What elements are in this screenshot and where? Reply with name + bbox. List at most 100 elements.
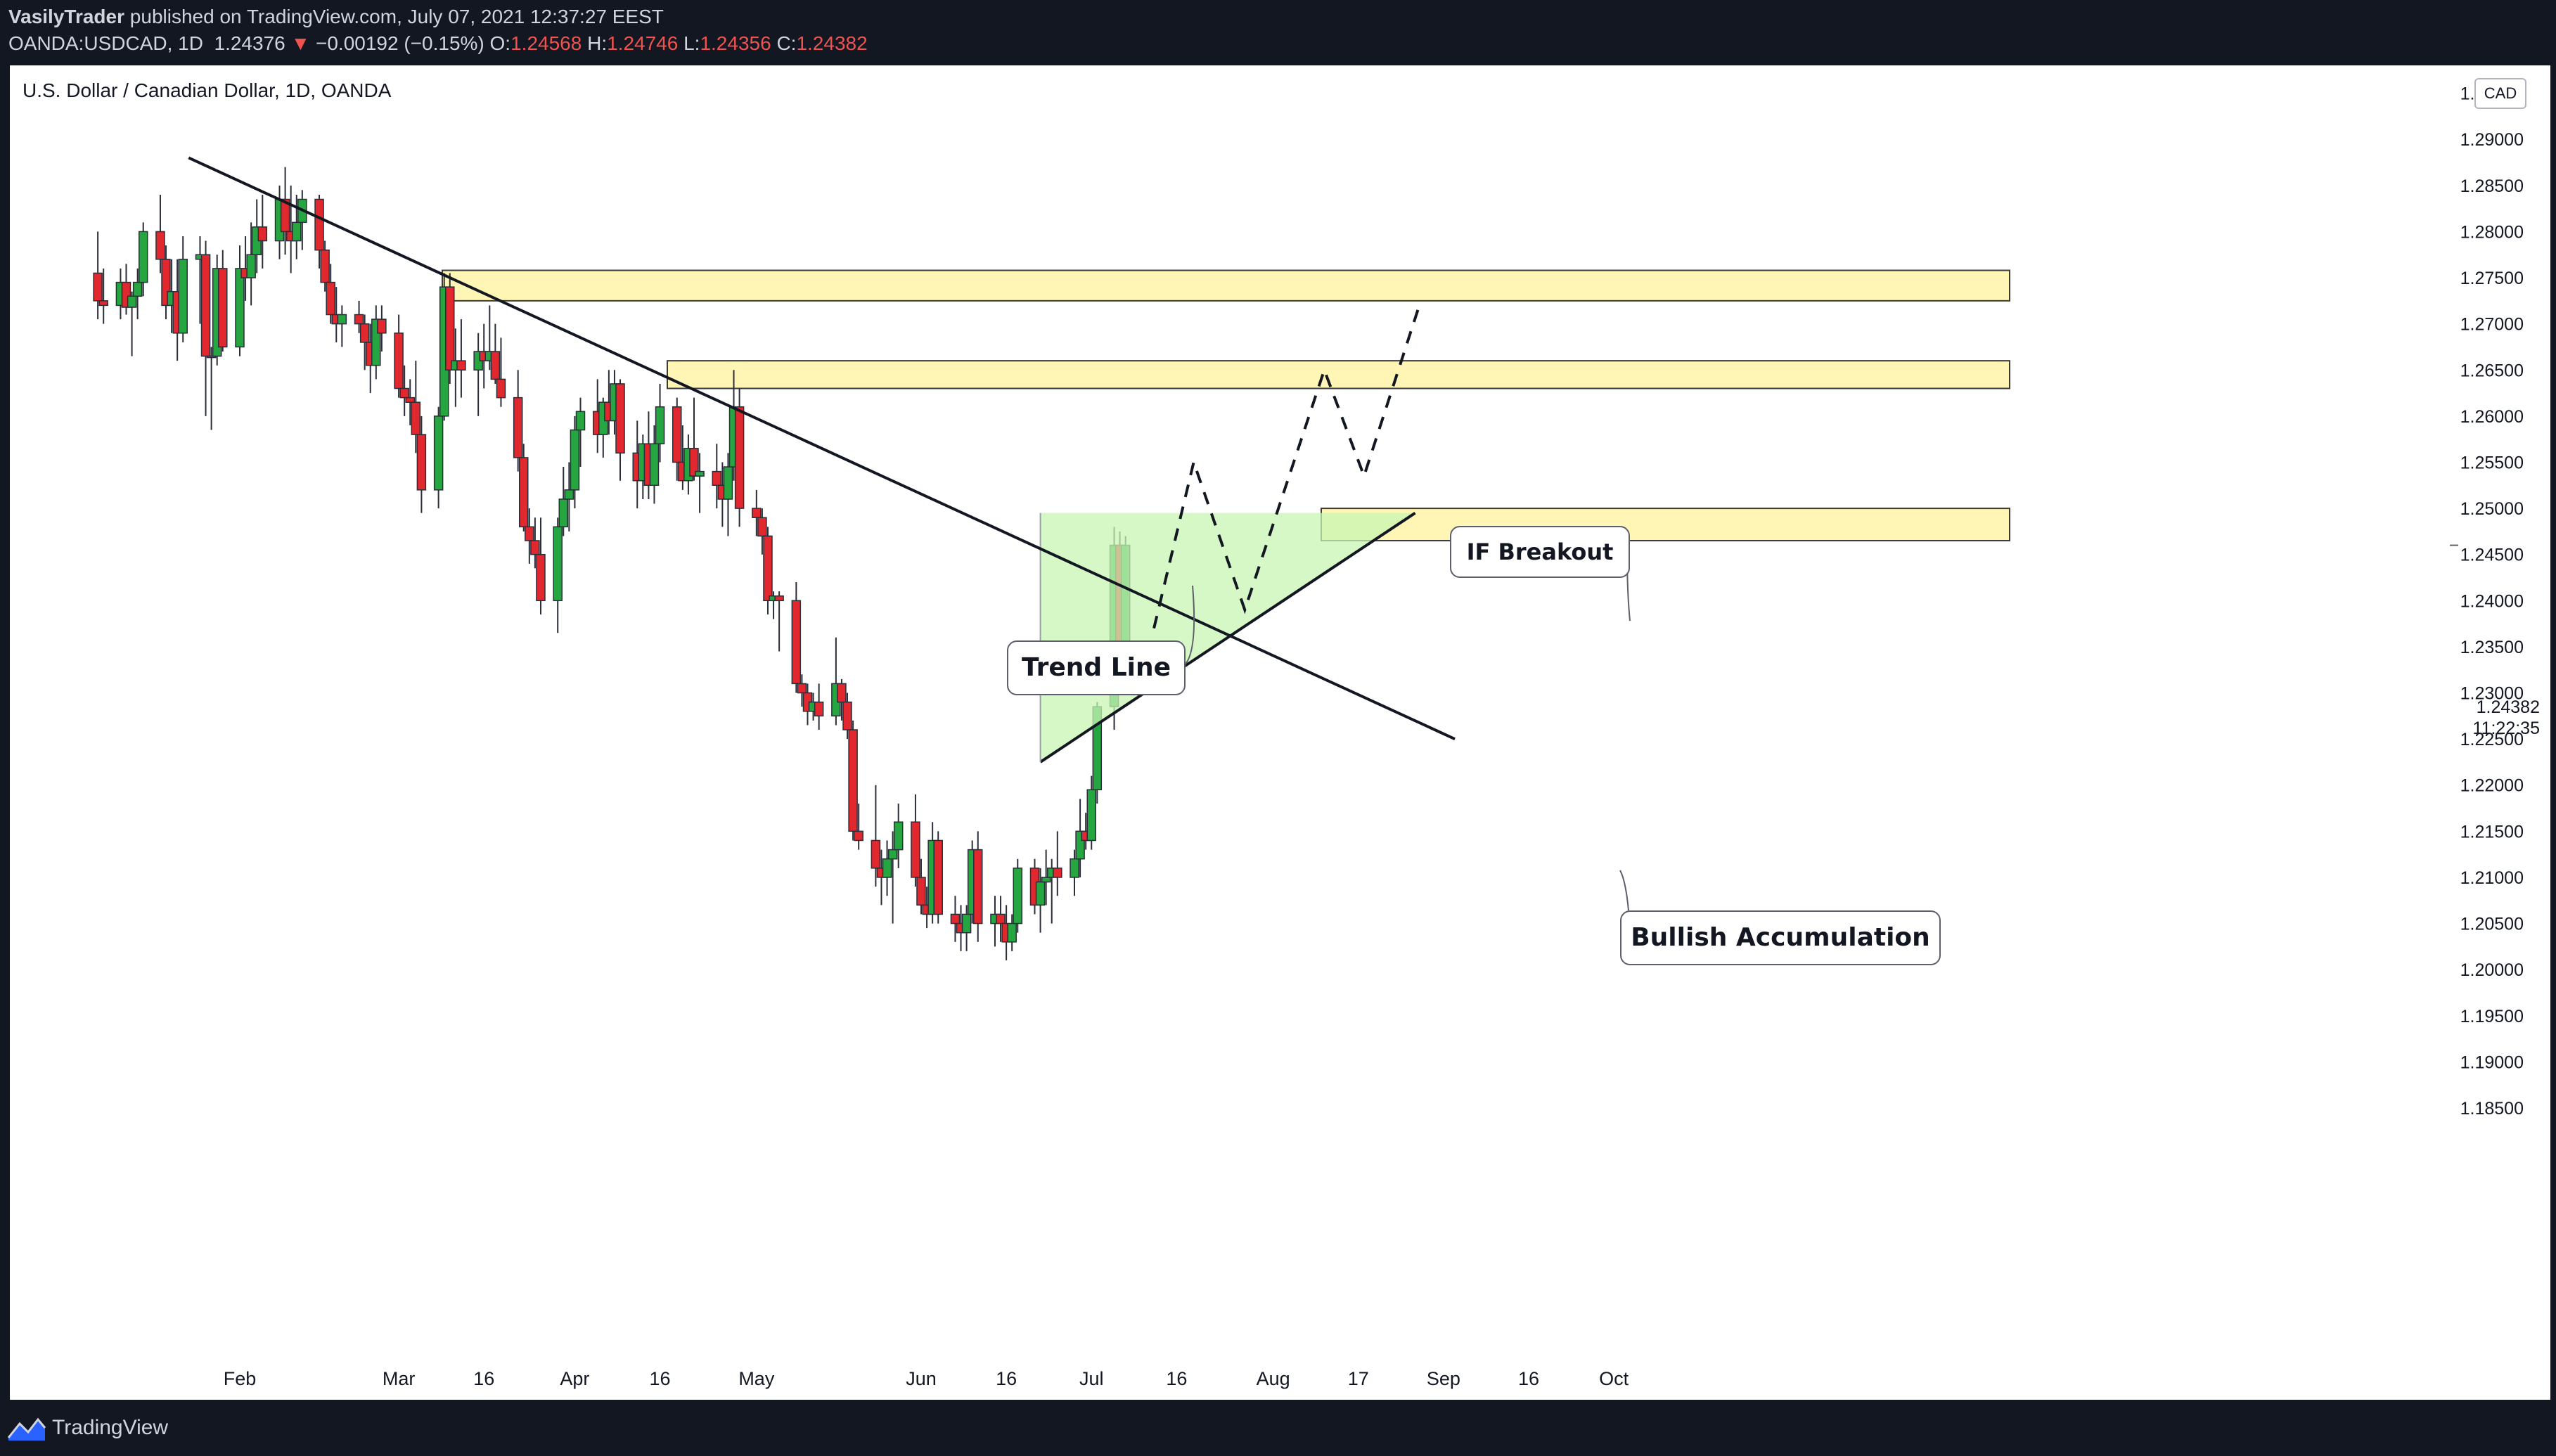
high-label: H:: [587, 32, 608, 54]
bearish-candle: [536, 553, 546, 602]
bearish-candle: [359, 323, 370, 343]
x-tick-label: 16: [1518, 1368, 1539, 1389]
y-tick-label: 1.21000: [2460, 868, 2524, 888]
price-chart[interactable]: 1.300001.295001.290001.285001.280001.275…: [10, 65, 2550, 1400]
low-value: 1.24356: [700, 32, 771, 54]
bullish-candle: [882, 858, 892, 878]
bearish-candle: [530, 540, 540, 555]
bearish-candle: [814, 701, 824, 717]
bearish-candle: [1053, 868, 1062, 878]
bearish-candle: [525, 526, 534, 541]
bearish-candle: [513, 397, 523, 458]
bearish-candle: [93, 272, 103, 302]
y-tick-label: 1.23500: [2460, 638, 2524, 657]
down-arrow-icon: ▼: [290, 32, 311, 54]
bearish-candle: [218, 268, 228, 348]
last-price: 1.24376: [214, 32, 285, 54]
bearish-candle: [672, 406, 682, 463]
footer-bar: TradingView: [0, 1400, 2556, 1456]
bearish-candle: [871, 839, 881, 869]
ohlc-info: OANDA:USDCAD, 1D 1.24376 ▼ −0.00192 (−0.…: [8, 32, 868, 55]
resistance-zone: [1321, 508, 2010, 542]
bearish-candle: [314, 198, 324, 251]
bearish-candle: [155, 231, 165, 260]
bearish-candle: [757, 517, 767, 537]
bearish-candle: [950, 913, 961, 925]
bearish-candle: [411, 401, 421, 435]
bearish-candle: [797, 683, 807, 694]
y-tick-label: 1.19500: [2460, 1007, 2524, 1026]
x-tick-label: Oct: [1599, 1368, 1629, 1389]
bullish-candle: [206, 355, 217, 359]
bullish-candle: [433, 415, 444, 491]
bearish-candle: [519, 457, 529, 528]
bullish-candle: [723, 466, 733, 500]
bullish-candle: [1007, 922, 1017, 943]
y-tick-label: 1.28000: [2460, 222, 2524, 242]
x-tick-label: 16: [650, 1368, 671, 1389]
bullish-candle: [649, 443, 660, 487]
x-tick-label: 16: [996, 1368, 1017, 1389]
bullish-candle: [292, 221, 302, 242]
x-tick-label: 16: [473, 1368, 494, 1389]
bullish-candle: [564, 489, 574, 500]
bearish-candle: [456, 360, 466, 371]
bearish-candle: [791, 600, 802, 685]
y-tick-label: 1.26000: [2460, 407, 2524, 427]
bullish-candle: [553, 526, 563, 602]
bearish-candle: [752, 508, 762, 518]
y-tick-label: 1.19000: [2460, 1052, 2524, 1072]
bullish-candle: [1086, 789, 1096, 842]
bearish-candle: [689, 448, 699, 477]
y-tick-label: 1.28500: [2460, 176, 2524, 196]
bullish-candle: [138, 231, 148, 283]
bearish-candle: [848, 729, 858, 832]
x-tick-label: Aug: [1257, 1368, 1290, 1389]
bullish-candle: [695, 470, 705, 477]
tradingview-logo[interactable]: TradingView: [7, 1414, 168, 1442]
bullish-candle: [575, 411, 586, 431]
bullish-candle: [1013, 868, 1023, 925]
bullish-candle: [132, 281, 143, 297]
tradingview-logo-icon: [7, 1417, 46, 1441]
bearish-candle: [200, 254, 211, 357]
currency-badge[interactable]: CAD: [2474, 78, 2526, 109]
bearish-candle: [933, 839, 943, 915]
bullish-accumulation-callout: Bullish Accumulation: [1620, 910, 1941, 965]
chart-panel[interactable]: 1.300001.295001.290001.285001.280001.275…: [10, 65, 2550, 1400]
y-tick-label: 1.24500: [2460, 546, 2524, 565]
bearish-candle: [416, 434, 427, 491]
y-tick-label: 1.29000: [2460, 130, 2524, 150]
x-tick-label: May: [738, 1368, 775, 1389]
price-change: −0.00192 (−0.15%): [316, 32, 484, 54]
bullish-candle: [961, 913, 972, 934]
publish-info: VasilyTrader published on TradingView.co…: [8, 6, 664, 28]
symbol-label: OANDA:USDCAD, 1D: [8, 32, 203, 54]
bearish-candle: [257, 226, 268, 242]
resistance-zone: [667, 360, 2010, 389]
bearish-candle: [354, 314, 364, 325]
publisher-name[interactable]: VasilyTrader: [8, 6, 125, 27]
open-label: O:: [489, 32, 511, 54]
if-breakout-callout: IF Breakout: [1450, 526, 1630, 578]
bearish-candle: [445, 286, 455, 371]
y-tick-label: 1.22000: [2460, 776, 2524, 796]
rising-support-line: [1039, 511, 1416, 764]
bullish-candle: [887, 849, 898, 860]
bearish-candle: [280, 198, 290, 233]
y-tick-label: 1.21500: [2460, 822, 2524, 842]
publish-header: VasilyTrader published on TradingView.co…: [0, 0, 2556, 65]
published-text: published on TradingView.com, July 07, 2…: [129, 6, 664, 27]
x-tick-label: Jul: [1079, 1368, 1104, 1389]
bearish-candle: [326, 281, 335, 316]
bearish-candle: [996, 913, 1006, 925]
bullish-candle: [570, 429, 580, 491]
projected-path: [1152, 300, 1423, 629]
tradingview-brand: TradingView: [52, 1416, 169, 1439]
x-tick-label: 17: [1348, 1368, 1369, 1389]
trend-line-callout: Trend Line: [1007, 640, 1186, 695]
y-tick-label: 1.27000: [2460, 315, 2524, 335]
y-tick-label: 1.25500: [2460, 453, 2524, 472]
close-label: C:: [776, 32, 797, 54]
accumulation-triangle: [1040, 513, 1415, 762]
